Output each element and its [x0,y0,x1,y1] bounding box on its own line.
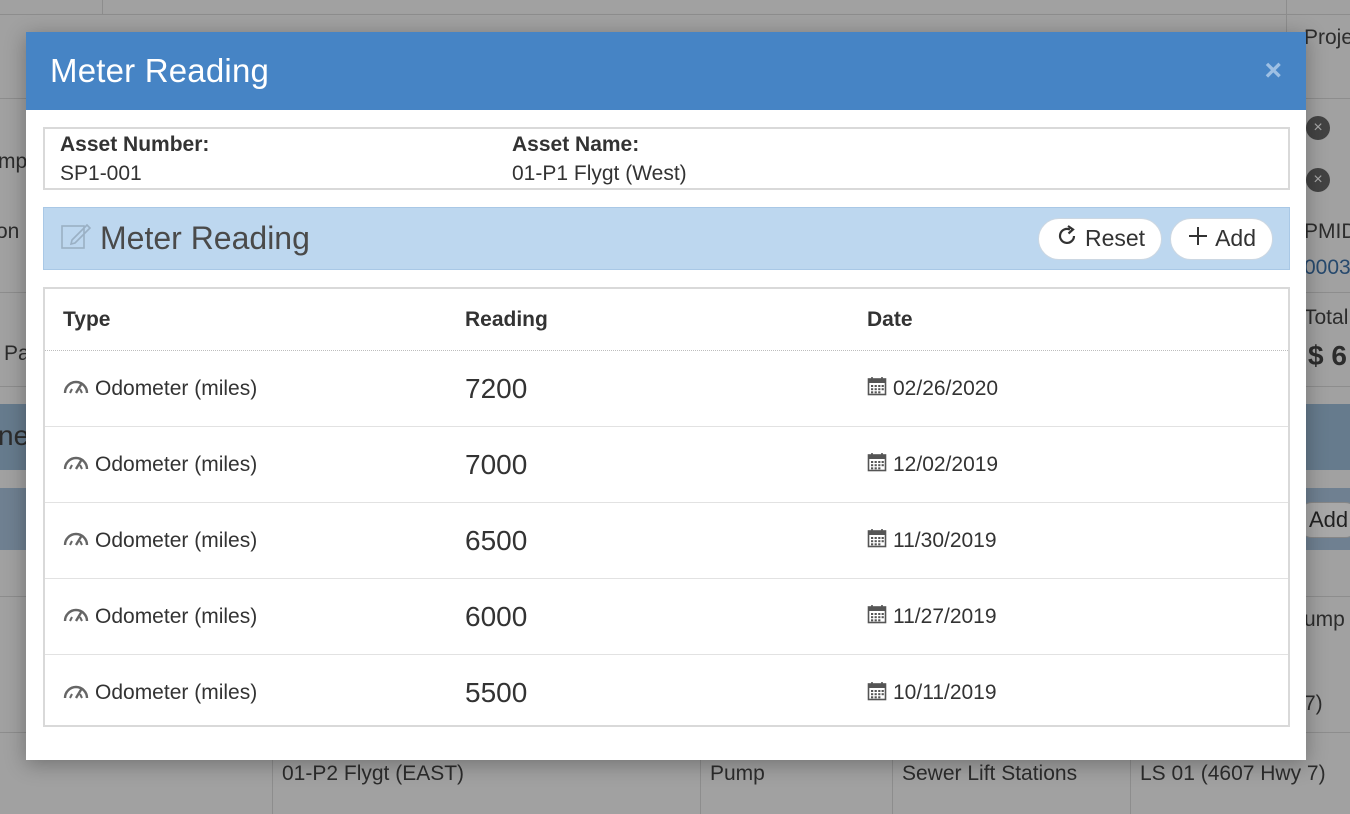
column-header-date[interactable]: Date [867,307,913,331]
asset-number-label: Asset Number: [60,133,210,156]
gauge-icon [63,604,89,629]
bg-text: ump [1304,608,1345,631]
reading-date: 11/30/2019 [893,528,997,552]
reading-value: 7000 [465,448,528,480]
bg-text: mp [0,150,28,173]
reading-date: 12/02/2019 [893,452,999,476]
bg-text: Pa [4,342,30,365]
meter-reading-modal: Meter Reading × Asset Number: SP1-001 As… [26,32,1306,760]
meter-reading-table: Type Reading Date Odometer (miles) 7200 [43,287,1290,727]
bg-text: ne [0,420,30,451]
bg-divider [892,760,893,814]
plus-icon [1187,225,1209,253]
bg-divider [102,0,103,14]
table-row[interactable]: Odometer (miles) 6000 11/27/2019 [45,579,1288,655]
table-row[interactable]: Odometer (miles) 7200 02/26/2020 [45,351,1288,427]
date-cell: 11/27/2019 [849,604,1288,629]
refresh-icon [1055,224,1079,254]
close-icon[interactable]: × [1264,54,1282,87]
type-cell: Odometer (miles) [45,681,447,706]
reading-date: 10/11/2019 [893,681,997,704]
close-chip-icon[interactable]: × [1306,168,1330,192]
reading-value: 6000 [465,600,528,632]
bg-add-button[interactable]: Add [1298,502,1350,538]
type-cell: Odometer (miles) [45,452,447,477]
gauge-icon [63,376,89,401]
reading-value: 5500 [465,677,528,708]
table-row[interactable]: Odometer (miles) 6500 11/30/2019 [45,503,1288,579]
bg-text: 0003 [1304,256,1350,279]
add-button-label: Add [1215,225,1256,251]
reading-date: 11/27/2019 [893,604,997,628]
reading-type: Odometer (miles) [95,681,258,704]
reading-type: Odometer (miles) [95,376,258,400]
bg-text: on [0,220,20,243]
bg-row-name: 01-P2 Flygt (EAST) [282,762,465,785]
asset-name-label: Asset Name: [512,133,640,156]
bg-text: Total [1304,306,1349,329]
reset-button[interactable]: Reset [1037,217,1163,260]
table-row[interactable]: Odometer (miles) 5500 10/11/2019 [45,655,1288,731]
type-cell: Odometer (miles) [45,528,447,553]
section-title: Meter Reading [100,220,310,256]
gauge-icon [63,528,89,553]
reading-value: 7200 [465,372,528,404]
column-header-reading[interactable]: Reading [465,307,548,331]
asset-info: Asset Number: SP1-001 Asset Name: 01-P1 … [43,127,1290,190]
reading-cell: 6000 [447,601,849,633]
gauge-icon [63,452,89,477]
bg-row-category: Pump [710,762,765,785]
table-header: Type Reading Date [45,289,1288,351]
date-cell: 11/30/2019 [849,528,1288,553]
type-cell: Odometer (miles) [45,604,447,629]
gauge-icon [63,681,89,706]
reset-button-label: Reset [1084,225,1146,251]
reading-type: Odometer (miles) [95,452,258,476]
reading-cell: 7200 [447,373,849,405]
asset-number-group: Asset Number: SP1-001 [45,129,497,188]
calendar-icon [867,376,887,401]
reading-cell: 6500 [447,525,849,557]
meter-reading-section-header: Meter Reading Reset Add [43,207,1290,270]
bg-divider [1130,760,1131,814]
asset-name-value: 01-P1 Flygt (West) [512,162,687,185]
calendar-icon [867,604,887,629]
date-cell: 02/26/2020 [849,376,1288,401]
date-cell: 10/11/2019 [849,681,1288,706]
date-cell: 12/02/2019 [849,452,1288,477]
calendar-icon [867,452,887,477]
calendar-icon [867,681,887,706]
column-header-type[interactable]: Type [63,307,111,331]
bg-text: PMID [1304,220,1350,243]
close-chip-icon[interactable]: × [1306,116,1330,140]
reading-value: 6500 [465,524,528,556]
reading-type: Odometer (miles) [95,528,258,552]
bg-divider [0,14,1350,15]
bg-divider [700,760,701,814]
reading-cell: 7000 [447,449,849,481]
bg-row-location: LS 01 (4607 Hwy 7) [1140,762,1326,785]
edit-icon [60,220,92,257]
add-reading-button[interactable]: Add [1170,217,1273,260]
type-cell: Odometer (miles) [45,376,447,401]
reading-type: Odometer (miles) [95,604,258,628]
table-row[interactable]: Odometer (miles) 7000 12/02/2019 [45,427,1288,503]
bg-divider [272,760,273,814]
bg-text: 7) [1304,692,1323,715]
reading-cell: 5500 [447,677,849,709]
bg-text: Proje [1304,26,1350,49]
table-body: Odometer (miles) 7200 02/26/2020 [45,351,1288,731]
bg-row-system: Sewer Lift Stations [902,762,1078,785]
modal-header: Meter Reading × [26,32,1306,110]
asset-number-value: SP1-001 [60,162,142,185]
modal-title: Meter Reading [50,52,270,89]
reading-date: 02/26/2020 [893,376,999,400]
calendar-icon [867,528,887,553]
bg-text: $ 6 [1308,340,1347,371]
asset-name-group: Asset Name: 01-P1 Flygt (West) [497,129,687,188]
